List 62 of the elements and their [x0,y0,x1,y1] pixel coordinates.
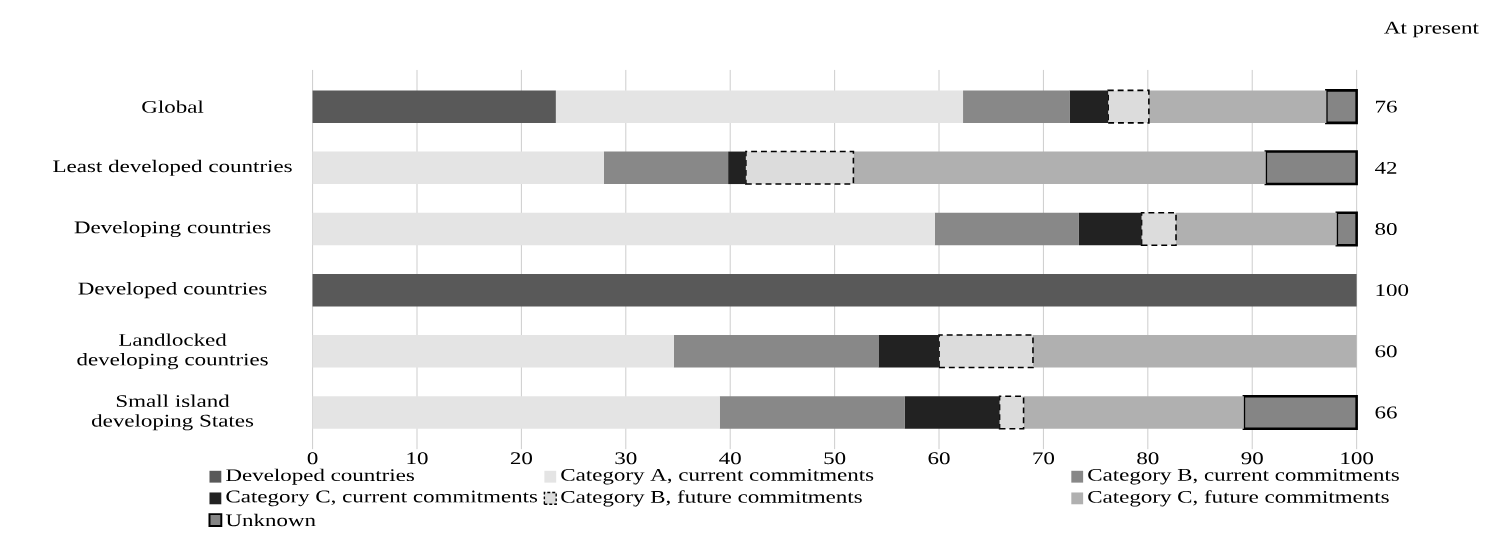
legend-label: Category B, future commitments [561,490,862,507]
x-tick-label: 100 [1341,452,1373,465]
x-tick-label: 80 [1137,452,1159,465]
x-tick-label: 30 [615,452,637,465]
bar [963,90,1070,124]
bar [1023,396,1244,429]
legend-label: Unknown [225,514,316,527]
bar [603,151,729,185]
bar [878,335,940,368]
y-tick-label: Developing countries [74,221,271,238]
bar [853,151,1266,185]
legend-label: Category C, future commitments [1088,490,1389,507]
x-tick-label: 0 [307,452,318,465]
bar [1176,212,1337,246]
y-tick-label: Least developed countries [53,159,292,176]
bar [1069,90,1109,124]
y-tick-label: Developed countries [78,282,267,299]
bar [312,212,935,246]
bar [1264,150,1358,186]
bar [728,151,746,185]
bar [555,90,964,124]
text: 66 [1375,406,1397,419]
text: 100 [1376,284,1409,297]
legend-label: Developed countries [226,468,414,485]
legend-label: Category C, current commitments [226,490,538,507]
x-tick-label: 60 [928,452,950,465]
bar [312,90,556,124]
bar [1078,212,1142,246]
bar [1242,395,1358,431]
bar [934,212,1079,246]
x-tick-label: 90 [1241,452,1263,465]
bar [904,396,1000,429]
bar [312,151,604,185]
text: At present [1384,22,1479,38]
bar [998,395,1025,430]
y-tick-label: Landlocked developing countries [77,333,268,370]
legend-label: Category B, current commitments [1088,469,1399,485]
bar [312,274,1357,307]
bar [312,335,674,368]
x-tick-label: 50 [824,452,846,465]
bar [938,334,1034,369]
bar [719,396,905,429]
bar [1325,89,1358,125]
text: 42 [1374,162,1397,174]
bar [1335,211,1358,247]
bar [673,335,879,368]
y-tick-label: Small island developing States [91,394,254,431]
x-tick-label: 70 [1033,452,1055,465]
bar [1140,212,1177,247]
bar [312,396,720,429]
x-tick-label: 40 [719,452,741,465]
text: 60 [1375,345,1397,358]
y-tick-label: Global [142,100,204,114]
x-tick-label: 20 [510,452,532,465]
bar [1032,335,1357,368]
x-tick-label: 10 [407,452,428,465]
text: 76 [1376,100,1397,113]
legend-label: Category A, current commitments [561,469,874,485]
bar [745,150,855,186]
text: 80 [1375,223,1397,236]
bar [1148,90,1327,124]
bar [1107,89,1150,124]
